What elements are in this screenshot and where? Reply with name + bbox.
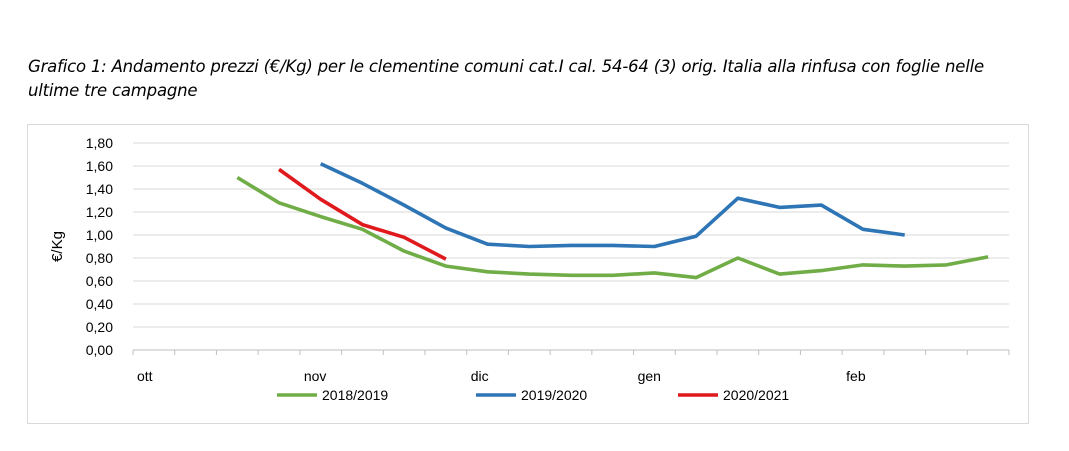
y-tick-label: 0,00 bbox=[86, 342, 113, 358]
caption-line-2: ultime tre campagne bbox=[28, 81, 198, 100]
series-line-2019-2020 bbox=[319, 162, 905, 249]
chart-caption: Grafico 1: Andamento prezzi (€/Kg) per l… bbox=[28, 55, 1028, 103]
y-tick-label: 0,60 bbox=[86, 273, 113, 289]
x-tick-label: feb bbox=[846, 368, 866, 384]
y-tick-label: 1,80 bbox=[86, 135, 113, 151]
chart-frame bbox=[27, 124, 1029, 424]
y-tick-label: 1,40 bbox=[86, 181, 113, 197]
y-tick-label: 0,20 bbox=[86, 319, 113, 335]
y-tick-label: 0,40 bbox=[86, 296, 113, 312]
x-tick-label: dic bbox=[471, 368, 489, 384]
y-tick-label: 0,80 bbox=[86, 250, 113, 266]
y-tick-label: 1,60 bbox=[86, 158, 113, 174]
y-tick-label: 1,00 bbox=[86, 227, 113, 243]
series-line-2018-2019 bbox=[236, 175, 989, 280]
y-axis-title: €/Kg bbox=[49, 231, 66, 262]
series-line-2020-2021 bbox=[277, 167, 447, 261]
caption-line-1: Grafico 1: Andamento prezzi (€/Kg) per l… bbox=[28, 57, 984, 76]
x-tick-label: nov bbox=[304, 368, 327, 384]
legend-label: 2020/2021 bbox=[723, 387, 789, 403]
x-tick-label: ott bbox=[137, 368, 153, 384]
legend-label: 2018/2019 bbox=[322, 387, 388, 403]
y-tick-label: 1,20 bbox=[86, 204, 113, 220]
x-tick-label: gen bbox=[638, 368, 661, 384]
legend-label: 2019/2020 bbox=[521, 387, 587, 403]
